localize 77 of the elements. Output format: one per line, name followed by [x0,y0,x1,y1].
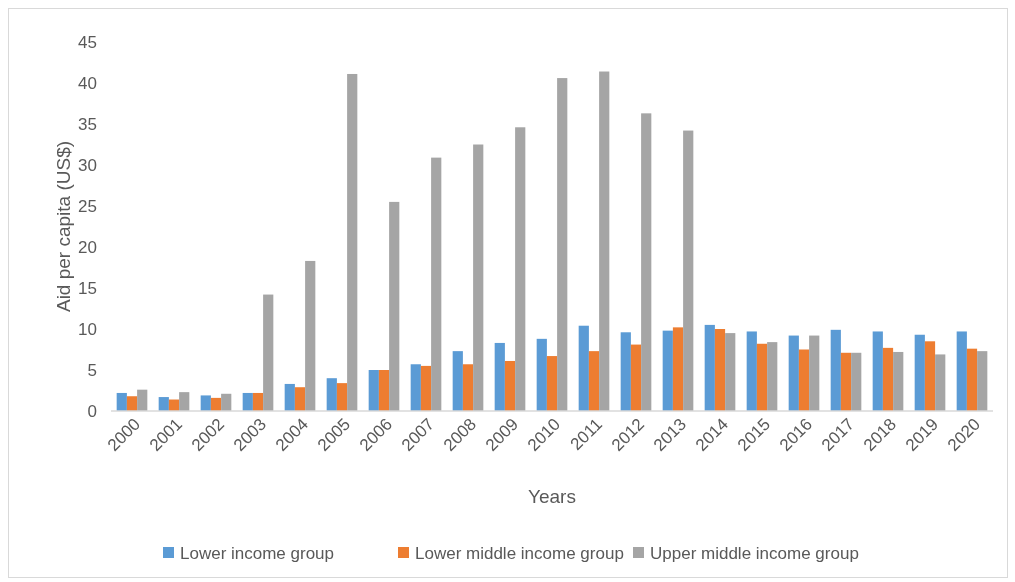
bar [284,383,295,411]
bar [599,71,610,411]
bar [830,329,841,411]
bar [294,387,306,411]
bar [252,392,264,411]
bar [158,397,169,411]
bar [798,349,810,411]
bar [809,335,820,411]
bar [630,344,642,411]
bar [714,329,726,411]
bar [378,370,390,411]
legend-label: Lower middle income group [415,543,624,563]
bar [137,389,148,411]
bar [546,356,558,411]
y-tick-label: 25 [78,196,97,216]
bar [704,324,715,411]
bar [588,351,600,411]
y-tick-label: 5 [87,360,97,380]
bar [515,127,526,411]
bar [116,392,127,411]
legend-label: Lower income group [180,543,335,563]
bar [966,348,978,411]
bar [578,325,589,411]
bar [221,393,232,411]
legend-label: Upper middle income group [650,543,859,563]
bar [840,352,852,411]
bar [410,364,421,411]
bar [767,342,778,411]
x-axis-title: Years [528,486,576,507]
y-tick-label: 20 [78,237,97,257]
bar [242,392,253,411]
y-tick-label: 40 [78,73,97,93]
bar [956,331,967,411]
bar [368,370,379,411]
bar [882,347,894,411]
bar [179,392,190,411]
bar [452,351,463,411]
bar [756,343,768,411]
bar [672,327,684,411]
bar [935,354,946,411]
bar [420,365,432,411]
bar [347,73,358,411]
y-tick-label: 15 [78,278,97,298]
bar [336,383,348,411]
bar [305,260,316,411]
bar [872,331,883,411]
bar [620,332,631,411]
y-tick-label: 30 [78,155,97,175]
bar [473,144,484,411]
bar [210,397,222,411]
bar [683,130,694,411]
bar [462,364,474,411]
bar [893,351,904,411]
bar [126,396,138,411]
bar [725,333,736,411]
bar [788,335,799,411]
bar [494,342,505,411]
bar [389,201,400,411]
bar [536,338,547,411]
y-axis-title: Aid per capita (US$) [53,140,74,313]
bar [924,341,936,411]
bar [914,334,925,411]
bar [431,157,442,411]
y-tick-label: 10 [78,319,97,339]
bar [504,360,516,411]
bar [977,351,988,411]
bar [662,330,673,411]
bar [641,113,652,411]
bar [557,78,568,411]
y-tick-label: 35 [78,114,97,134]
y-tick-label: 0 [87,401,97,421]
bar [746,331,757,411]
y-tick-label: 45 [78,32,97,52]
bar [851,352,862,411]
bar [326,378,337,411]
bar [200,395,211,411]
bar [263,294,274,411]
